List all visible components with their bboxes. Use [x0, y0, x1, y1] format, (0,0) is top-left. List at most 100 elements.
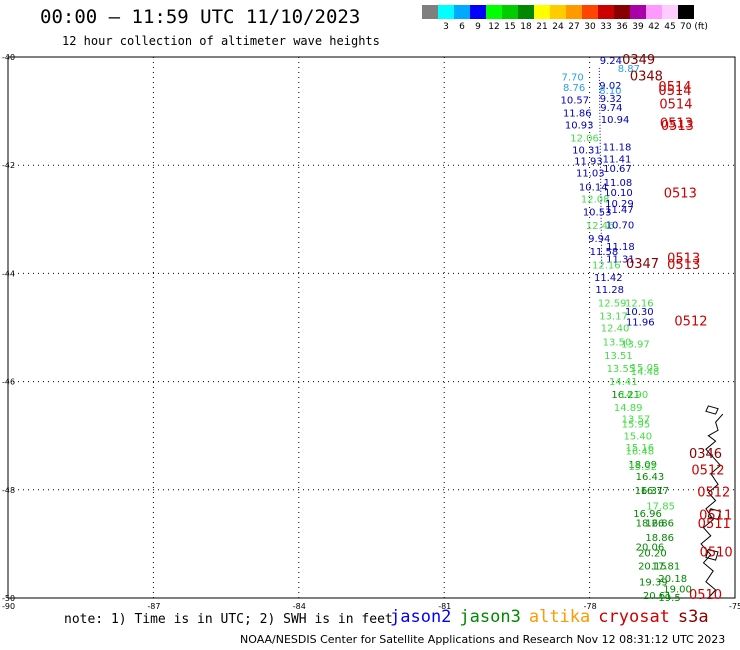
legend-item-altika: altika [528, 607, 591, 627]
wave-height-observation: 12.08 [581, 195, 610, 206]
wave-height-observation: 11.41 [603, 154, 632, 165]
wave-height-observation: 17.85 [646, 501, 675, 512]
wave-height-observation: 10.10 [604, 188, 633, 199]
wave-height-observation: 10.57 [561, 96, 590, 107]
pass-time-label: 0513 [661, 119, 694, 134]
wave-height-observation: 16.31 [635, 486, 664, 497]
wave-height-observation: 11.18 [606, 242, 635, 253]
wave-height-observation: 20.20 [638, 548, 667, 559]
wave-height-observation: 10.31 [572, 145, 601, 156]
wave-height-observation: 17.81 [652, 561, 681, 572]
wave-height-observation: 19.5 [658, 593, 680, 604]
wave-height-observation: 20.15 [638, 561, 667, 572]
wave-height-observation: 11.47 [605, 205, 634, 216]
wave-height-observation: 11.28 [595, 285, 624, 296]
color-swatch [646, 5, 662, 19]
color-scale-label: 21 [536, 22, 548, 32]
color-swatch [678, 5, 694, 19]
color-scale-label: 33 [600, 22, 612, 32]
color-swatch [534, 5, 550, 19]
latitude-label: -48 [2, 486, 15, 495]
map-title: 00:00 – 11:59 UTC 11/10/2023 [40, 6, 361, 28]
legend-item-jason3: jason3 [459, 607, 521, 627]
latitude-label: -44 [2, 269, 15, 278]
color-swatch [454, 5, 470, 19]
wave-height-observation: 10.14 [579, 183, 608, 194]
wave-height-observation: 19.00 [663, 585, 692, 596]
wave-height-observation: 13.50 [603, 337, 632, 348]
color-swatch [486, 5, 502, 19]
pass-time-label: 0346 [689, 447, 722, 462]
longitude-label: -75 [729, 602, 740, 611]
credit-line: NOAA/NESDIS Center for Satellite Applica… [240, 633, 726, 646]
latitude-label: -40 [2, 53, 15, 62]
map-frame [7, 56, 736, 599]
wave-height-observation: 13.17 [599, 311, 628, 322]
color-scale-label: 45 [664, 22, 676, 32]
pass-time-label: 0348 [630, 69, 663, 84]
wave-height-observation: 16.43 [636, 472, 665, 483]
wave-height-color-scale: 3 6 9 12 15 18 21 24 27 30 33 36 39 42 45 70 (ft) [422, 5, 708, 32]
wave-height-observation: 9.74 [600, 103, 622, 114]
pass-time-label: 0349 [622, 53, 655, 68]
wave-height-observation: 16.86 [645, 519, 674, 530]
wave-height-observation: 11.93 [574, 157, 603, 168]
color-swatch [550, 5, 566, 19]
wave-height-observation: 10.94 [601, 115, 630, 126]
wave-height-observation: 11.18 [603, 143, 632, 154]
island-outline [705, 405, 719, 415]
longitude-label: -90 [2, 602, 15, 611]
wave-height-observation: 20.06 [636, 542, 665, 553]
wave-height-observation: 11.03 [576, 169, 605, 180]
color-scale-label: 27 [568, 22, 580, 32]
pass-time-label: 0513 [667, 258, 700, 273]
pass-time-label: 0514 [659, 97, 692, 112]
coastline [700, 413, 724, 599]
color-scale-swatches [422, 5, 708, 19]
color-scale-label: 6 [459, 22, 465, 32]
wave-height-observation: 11.96 [626, 317, 655, 328]
wave-height-observation: 11.31 [606, 255, 635, 266]
color-scale-label: 39 [632, 22, 644, 32]
pass-time-label: 0513 [660, 116, 693, 131]
pass-time-label: 0512 [691, 464, 724, 479]
wave-height-observation: 10.70 [606, 220, 635, 231]
wave-height-observation: 15.32 [628, 462, 657, 473]
wave-height-observation: 9.24 [600, 56, 622, 67]
wave-height-observation: 10.30 [625, 307, 654, 318]
wave-height-observation: 12.46 [586, 221, 615, 232]
pass-time-label: 0513 [664, 187, 697, 202]
color-swatch [470, 5, 486, 19]
longitude-label: -78 [584, 602, 597, 611]
color-scale-label: 9 [475, 22, 481, 32]
wave-height-observation: 15.95 [622, 420, 651, 431]
color-swatch [614, 5, 630, 19]
wave-height-observation: 15.40 [624, 431, 653, 442]
latitude-label: -50 [2, 594, 15, 603]
pass-time-label: 0514 [658, 84, 691, 99]
wave-height-observation: 8.76 [563, 83, 585, 94]
wave-height-observation: 14.48 [631, 367, 660, 378]
wave-height-observation: 10.67 [603, 164, 632, 175]
color-swatch [502, 5, 518, 19]
wave-height-observation: 11.86 [563, 109, 592, 120]
wave-height-observation: 15.05 [631, 363, 660, 374]
pass-time-label: 0512 [697, 485, 730, 500]
wave-height-observation: 16.48 [625, 447, 654, 458]
footnote: note: 1) Time is in UTC; 2) SWH is in fe… [64, 612, 393, 627]
wave-height-observation: 12.59 [598, 298, 627, 309]
pass-time-label: 0513 [667, 252, 700, 267]
pass-time-label: 0510 [700, 545, 733, 560]
color-scale-label: 18 [520, 22, 532, 32]
color-scale-label: 36 [616, 22, 628, 32]
wave-height-observation: 15.16 [625, 443, 654, 454]
color-swatch [582, 5, 598, 19]
wave-height-observation: 10.93 [565, 120, 594, 131]
wave-height-observation: 12.40 [601, 323, 630, 334]
wave-height-observation: 9.94 [588, 234, 610, 245]
wave-height-observation: 7.70 [561, 72, 583, 83]
wave-height-observation: 18.09 [628, 460, 657, 471]
pass-time-label: 0511 [699, 509, 732, 524]
wave-height-observation: 11.42 [594, 273, 623, 284]
